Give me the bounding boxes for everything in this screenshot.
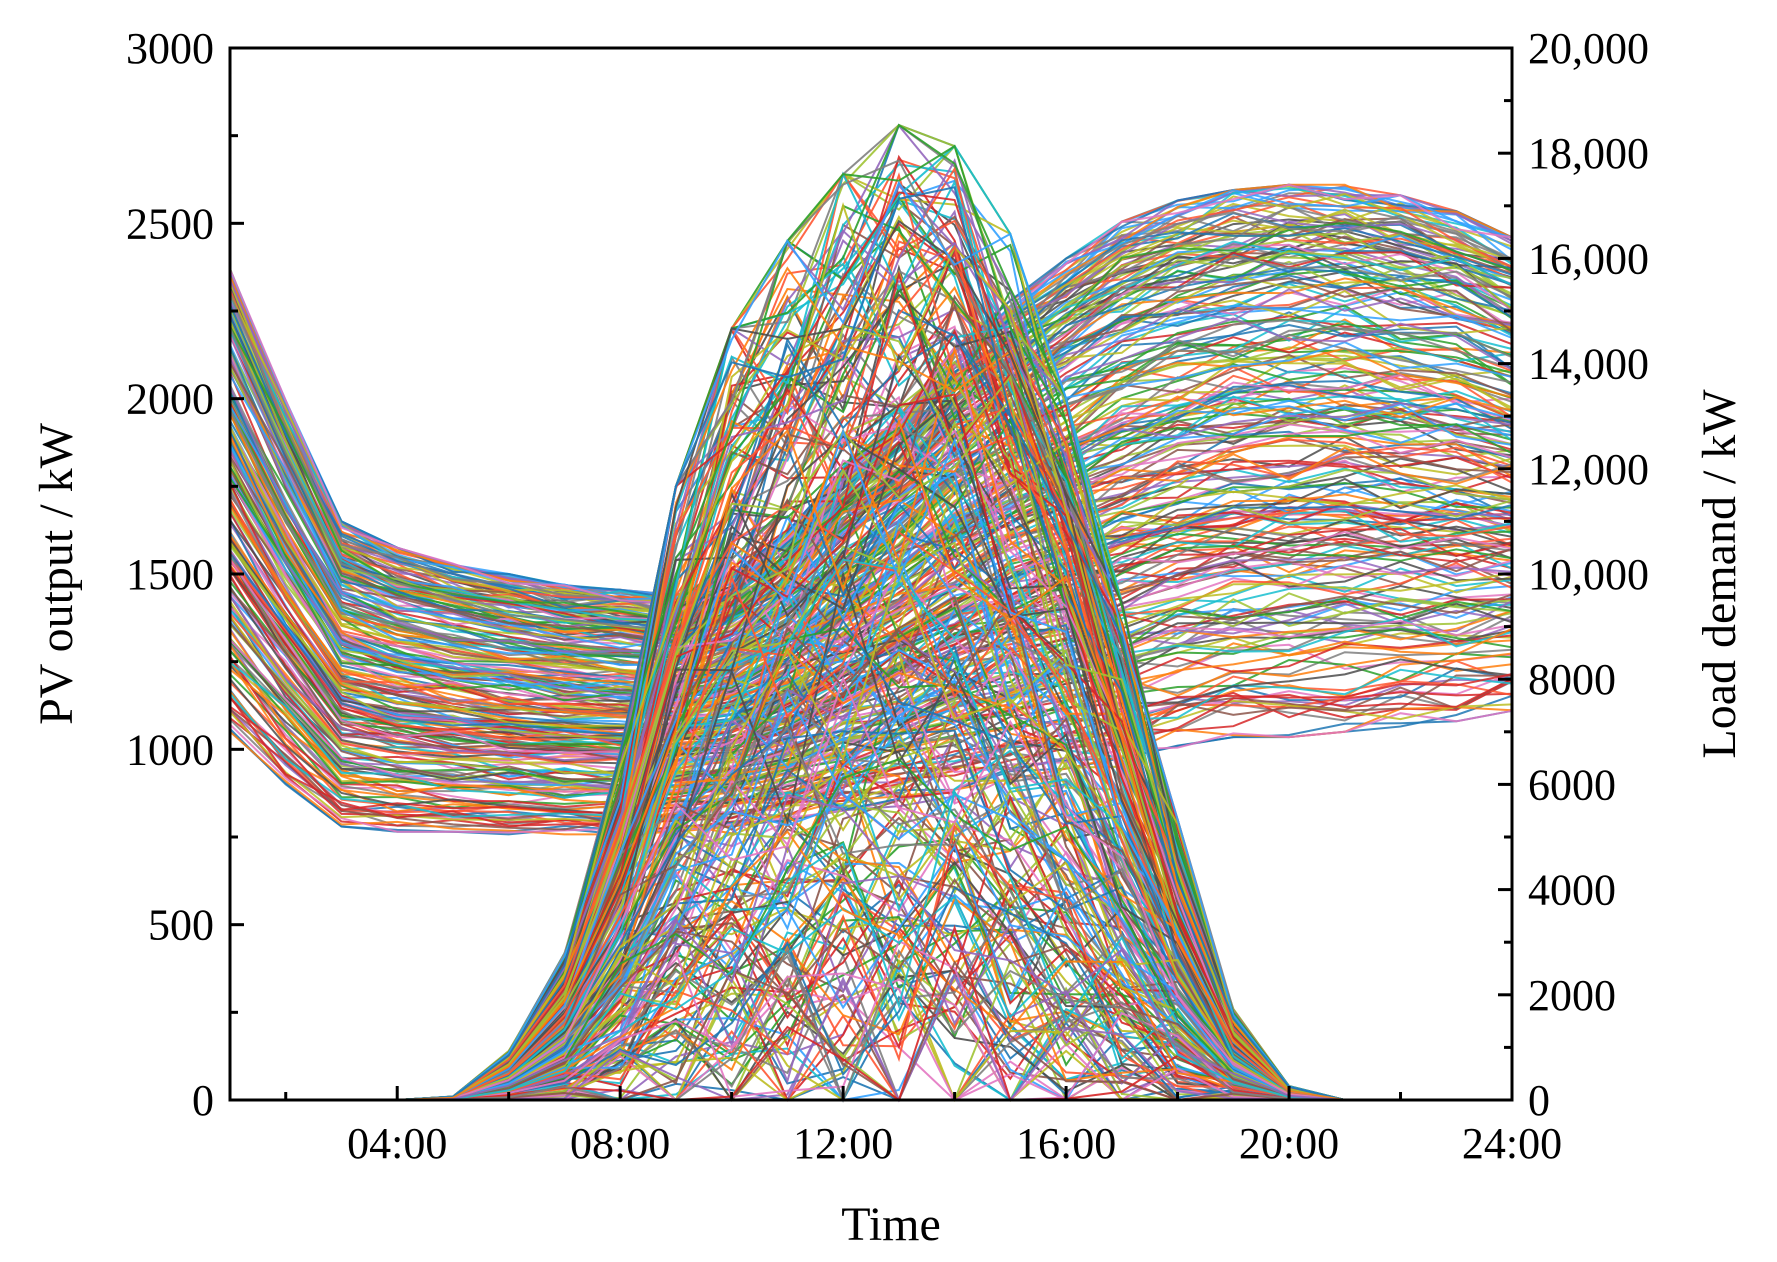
y-right-tick-label: 14,000 — [1528, 340, 1649, 389]
load-scenario-line — [229, 677, 1513, 831]
load-scenario-line — [229, 572, 1513, 776]
y-right-tick-label: 0 — [1528, 1076, 1550, 1125]
load-scenario-line — [229, 534, 1513, 757]
left-y-axis-title: PV output / kW — [30, 422, 83, 725]
scenario-curves — [229, 123, 1513, 1103]
y-left-tick-label: 0 — [192, 1076, 214, 1125]
load-scenario-line — [229, 250, 1513, 635]
y-right-tick-label: 4000 — [1528, 866, 1616, 915]
load-scenario-line — [229, 709, 1513, 834]
y-left-tick-label: 3000 — [126, 24, 214, 73]
load-scenario-line — [229, 401, 1513, 696]
left-y-axis: 0 500 1000 1500 2000 2500 3000 — [126, 24, 244, 1125]
pv-scenario-line — [230, 908, 1512, 1101]
load-scenario-line — [229, 614, 1513, 793]
y-right-tick-label: 2000 — [1528, 971, 1616, 1020]
y-left-tick-label: 2000 — [126, 375, 214, 424]
load-scenario-line — [229, 395, 1513, 687]
x-tick-label: 04:00 — [347, 1119, 447, 1168]
load-scenario-line — [229, 593, 1513, 782]
x-axis-title: Time — [841, 1198, 941, 1251]
load-scenario-line — [229, 277, 1513, 642]
pv-scenario-line — [230, 896, 1512, 1101]
load-scenario-line — [229, 430, 1513, 702]
y-left-tick-label: 2500 — [126, 199, 214, 248]
load-scenario-line — [229, 673, 1513, 814]
load-scenario-line — [229, 499, 1513, 740]
pv-scenario-line — [230, 418, 1512, 1101]
y-right-tick-label: 12,000 — [1528, 445, 1649, 494]
load-scenario-line — [229, 634, 1513, 808]
y-right-tick-label: 20,000 — [1528, 24, 1649, 73]
load-scenario-line — [229, 211, 1513, 616]
load-scenario-line — [229, 619, 1513, 793]
y-right-tick-label: 16,000 — [1528, 234, 1649, 283]
load-scenario-line — [229, 602, 1513, 791]
load-scenario-line — [229, 322, 1513, 659]
y-left-tick-label: 1000 — [126, 725, 214, 774]
y-right-tick-label: 18,000 — [1528, 129, 1649, 178]
load-scenario-line — [229, 699, 1513, 824]
load-scenario-line — [229, 247, 1513, 633]
x-tick-label: 16:00 — [1016, 1119, 1116, 1168]
pv-scenario-line — [230, 937, 1512, 1101]
y-left-tick-label: 500 — [148, 901, 214, 950]
right-y-axis: 0 2000 4000 6000 8000 10,000 12,000 14,000 16,00… — [1498, 24, 1649, 1125]
pv-scenario-line — [230, 896, 1512, 1101]
load-scenario-line — [229, 183, 1513, 599]
x-tick-label: 08:00 — [570, 1119, 670, 1168]
y-right-tick-label: 8000 — [1528, 655, 1616, 704]
pv-scenario-line — [230, 840, 1512, 1101]
x-axis: 04:00 08:00 12:00 16:00 20:00 24:00 — [284, 1086, 1562, 1168]
right-y-axis-title: Load demand / kW — [1693, 389, 1746, 759]
load-scenario-line — [229, 547, 1513, 761]
x-tick-label: 12:00 — [793, 1119, 893, 1168]
y-right-tick-label: 6000 — [1528, 760, 1616, 809]
x-tick-label: 20:00 — [1239, 1119, 1339, 1168]
x-tick-label: 24:00 — [1462, 1119, 1562, 1168]
pv-scenario-line — [230, 839, 1512, 1101]
load-scenario-line — [229, 556, 1513, 763]
pv-scenario-line — [230, 839, 1512, 1101]
load-scenario-line — [229, 627, 1513, 805]
pv-scenario-line — [230, 1022, 1512, 1102]
y-right-tick-label: 10,000 — [1528, 550, 1649, 599]
load-scenario-line — [229, 602, 1513, 787]
load-scenario-line — [229, 311, 1513, 662]
y-left-tick-label: 1500 — [126, 550, 214, 599]
